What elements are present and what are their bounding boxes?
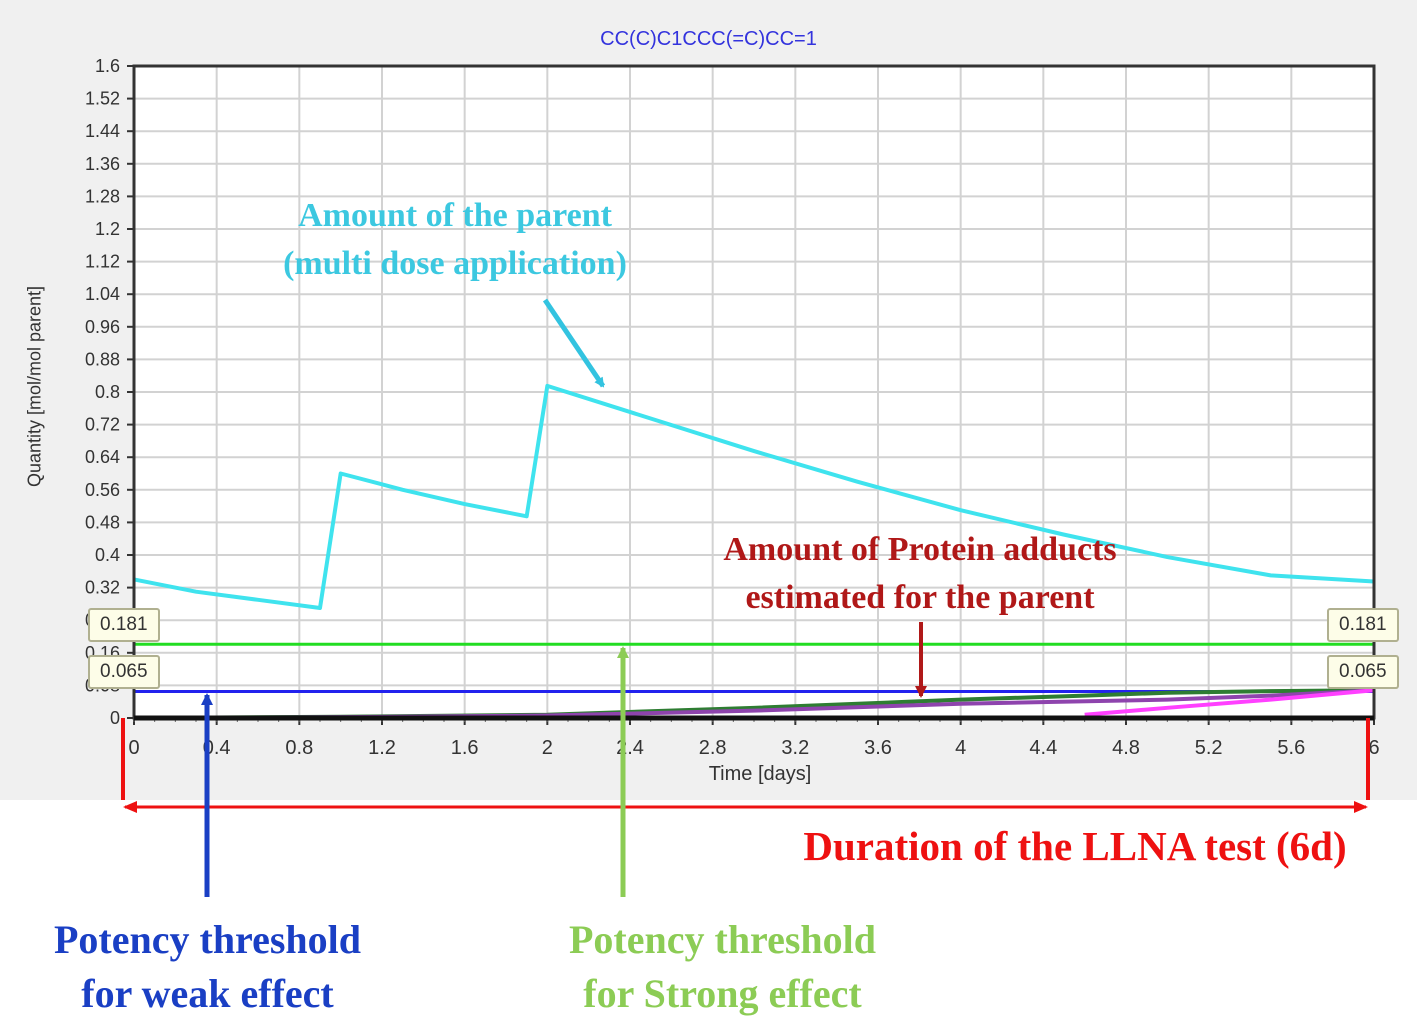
- strong-threshold-line1: Potency threshold: [568, 917, 877, 962]
- y-tick-label: 0.4: [95, 545, 120, 565]
- threshold-badge-strong-left: 0.181: [88, 608, 160, 642]
- y-tick-label: 1.12: [85, 252, 120, 272]
- y-tick-label: 1.44: [85, 121, 120, 141]
- y-tick-label: 1.2: [95, 219, 120, 239]
- y-tick-label: 0.88: [85, 349, 120, 369]
- x-tick-label: 0: [128, 737, 139, 759]
- x-tick-label: 4.4: [1029, 737, 1057, 759]
- x-tick-label: 2.8: [699, 737, 727, 759]
- y-tick-label: 0.72: [85, 415, 120, 435]
- weak-threshold-annotation: Potency threshold for weak effect: [5, 913, 410, 1021]
- y-tick-label: 0.48: [85, 512, 120, 532]
- y-tick-label: 1.28: [85, 186, 120, 206]
- x-tick-label: 1.6: [451, 737, 479, 759]
- y-tick-label: 0.32: [85, 578, 120, 598]
- parent-annotation: Amount of the parent (multi dose applica…: [220, 192, 690, 287]
- x-tick-label: 5.6: [1277, 737, 1305, 759]
- parent-arrow: [542, 298, 606, 388]
- y-tick-label: 1.6: [95, 56, 120, 76]
- y-tick-label: 0.96: [85, 317, 120, 337]
- y-tick-label: 0: [110, 708, 120, 728]
- x-tick-label: 4: [955, 737, 966, 759]
- strong-threshold-line2: for Strong effect: [583, 971, 862, 1016]
- x-tick-label: 4.8: [1112, 737, 1140, 759]
- y-tick-label: 1.52: [85, 89, 120, 109]
- strong-threshold-annotation: Potency threshold for Strong effect: [515, 913, 930, 1021]
- adducts-annotation: Amount of Protein adducts estimated for …: [660, 526, 1180, 621]
- series-line: [1084, 688, 1375, 717]
- parent-annotation-line2: (multi dose application): [283, 244, 627, 282]
- x-tick-label: 3.6: [864, 737, 892, 759]
- threshold-badge-weak-right: 0.065: [1327, 655, 1399, 689]
- x-tick-label: 5.2: [1195, 737, 1223, 759]
- x-tick-label: 3.2: [781, 737, 809, 759]
- y-tick-label: 0.56: [85, 480, 120, 500]
- y-tick-label: 0.8: [95, 382, 120, 402]
- parent-annotation-line1: Amount of the parent: [298, 197, 612, 234]
- duration-annotation: Duration of the LLNA test (6d): [803, 823, 1347, 869]
- adducts-annotation-line1: Amount of Protein adducts: [723, 531, 1117, 568]
- y-tick-label: 1.04: [85, 284, 120, 304]
- y-axis-label: Quantity [mol/mol parent]: [24, 285, 45, 488]
- threshold-badge-weak-left: 0.065: [88, 655, 160, 689]
- x-tick-label: 2: [542, 737, 553, 759]
- chart-title: CC(C)C1CCC(=C)CC=1: [600, 28, 817, 50]
- adducts-annotation-line2: estimated for the parent: [745, 578, 1095, 616]
- series-line: [133, 383, 1375, 610]
- weak-threshold-line1: Potency threshold: [53, 917, 362, 962]
- x-tick-label: 0.8: [285, 737, 313, 759]
- x-tick-label: 0.4: [203, 737, 231, 759]
- x-tick-label: 6: [1368, 737, 1379, 759]
- y-tick-label: 1.36: [85, 154, 120, 174]
- weak-threshold-line2: for weak effect: [81, 971, 334, 1016]
- threshold-badge-strong-right: 0.181: [1327, 608, 1399, 642]
- x-axis-label: Time [days]: [708, 763, 812, 785]
- y-tick-label: 0.64: [85, 447, 120, 467]
- x-tick-label: 1.2: [368, 737, 396, 759]
- x-tick-label: 2.4: [616, 737, 644, 759]
